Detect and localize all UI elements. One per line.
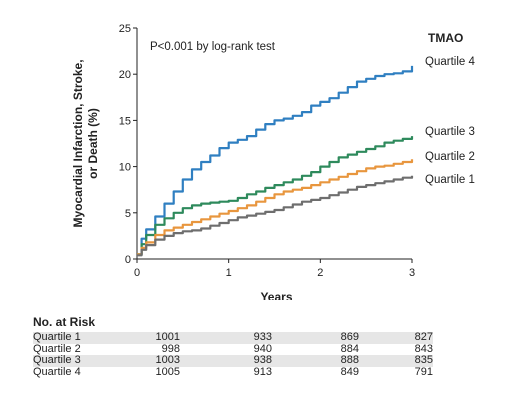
series-line-quartile-2 (137, 159, 414, 256)
y-tick-label: 5 (125, 208, 131, 220)
x-axis-title: Years (260, 290, 292, 300)
risk-cell: 940 (253, 342, 272, 355)
y-axis-title-line: or Death (%) (86, 108, 100, 179)
risk-row: Quartile 1 1001 933 869 827 (33, 331, 433, 344)
risk-row-label: Quartile 4 (33, 365, 81, 378)
risk-cell: 869 (272, 331, 359, 344)
y-tick-label: 15 (119, 115, 131, 127)
risk-cell: 884 (340, 342, 359, 355)
risk-cell: 913 (253, 365, 272, 378)
risk-cell: 1005 (155, 365, 180, 378)
y-tick-label: 20 (119, 69, 131, 81)
risk-cell: 849 (340, 365, 359, 378)
risk-row: Quartile 4 1005 913 849 791 (33, 365, 433, 379)
legend-entry-quartile-1: Quartile 1 (425, 174, 475, 186)
risk-row-label: Quartile 2 (33, 342, 81, 355)
risk-cell: 791 (414, 365, 433, 378)
legend-entry-quartile-3: Quartile 3 (425, 126, 475, 138)
risk-cell: 998 (161, 342, 180, 355)
legend-title: TMAO (428, 31, 463, 45)
risk-cell: 843 (414, 342, 433, 355)
risk-cell: 888 (272, 354, 359, 367)
y-tick-label: 25 (119, 23, 131, 35)
risk-row-label: Quartile 3 (33, 354, 125, 367)
km-chart: 0 5 10 15 20 25 0 1 2 3 P<0.001 by log-rank test Y… (71, 23, 475, 300)
risk-cell: 933 (180, 331, 272, 344)
x-tick-label: 1 (226, 267, 232, 279)
x-tick-label: 0 (134, 267, 140, 279)
risk-cell: 938 (180, 354, 272, 367)
risk-cell: 827 (359, 331, 433, 344)
x-tick-label: 2 (317, 267, 323, 279)
series-line-quartile-1 (137, 175, 414, 257)
legend-entry-quartile-2: Quartile 2 (425, 151, 475, 163)
y-axis-title-line: Myocardial Infarction, Stroke, (71, 59, 85, 227)
risk-row: Quartile 2 998 940 884 843 (33, 342, 433, 356)
legend-entry-quartile-4: Quartile 4 (425, 56, 475, 68)
risk-cell: 835 (359, 354, 433, 367)
chart-labels: P<0.001 by log-rank test Years Myocardial … (71, 31, 475, 300)
risk-row: Quartile 3 1003 938 888 835 (33, 354, 433, 367)
risk-cell: 1003 (125, 354, 180, 367)
risk-table: Quartile 1 1001 933 869 827 Quartile 2 998 940 8… (33, 331, 433, 379)
risk-row-label: Quartile 1 (33, 331, 125, 344)
risk-table-title: No. at Risk (33, 315, 96, 329)
series-line-quartile-4 (137, 65, 414, 256)
y-axis-title: Myocardial Infarction, Stroke,or Death (… (71, 59, 100, 227)
chart-lines (137, 65, 414, 257)
pvalue-annotation: P<0.001 by log-rank test (150, 41, 276, 53)
x-tick-label: 3 (409, 267, 415, 279)
y-tick-label: 10 (119, 162, 131, 174)
risk-cell: 1001 (125, 331, 180, 344)
series-line-quartile-3 (137, 136, 414, 256)
y-tick-label: 0 (125, 254, 131, 266)
chart-axes: 0 5 10 15 20 25 0 1 2 3 (119, 23, 415, 279)
